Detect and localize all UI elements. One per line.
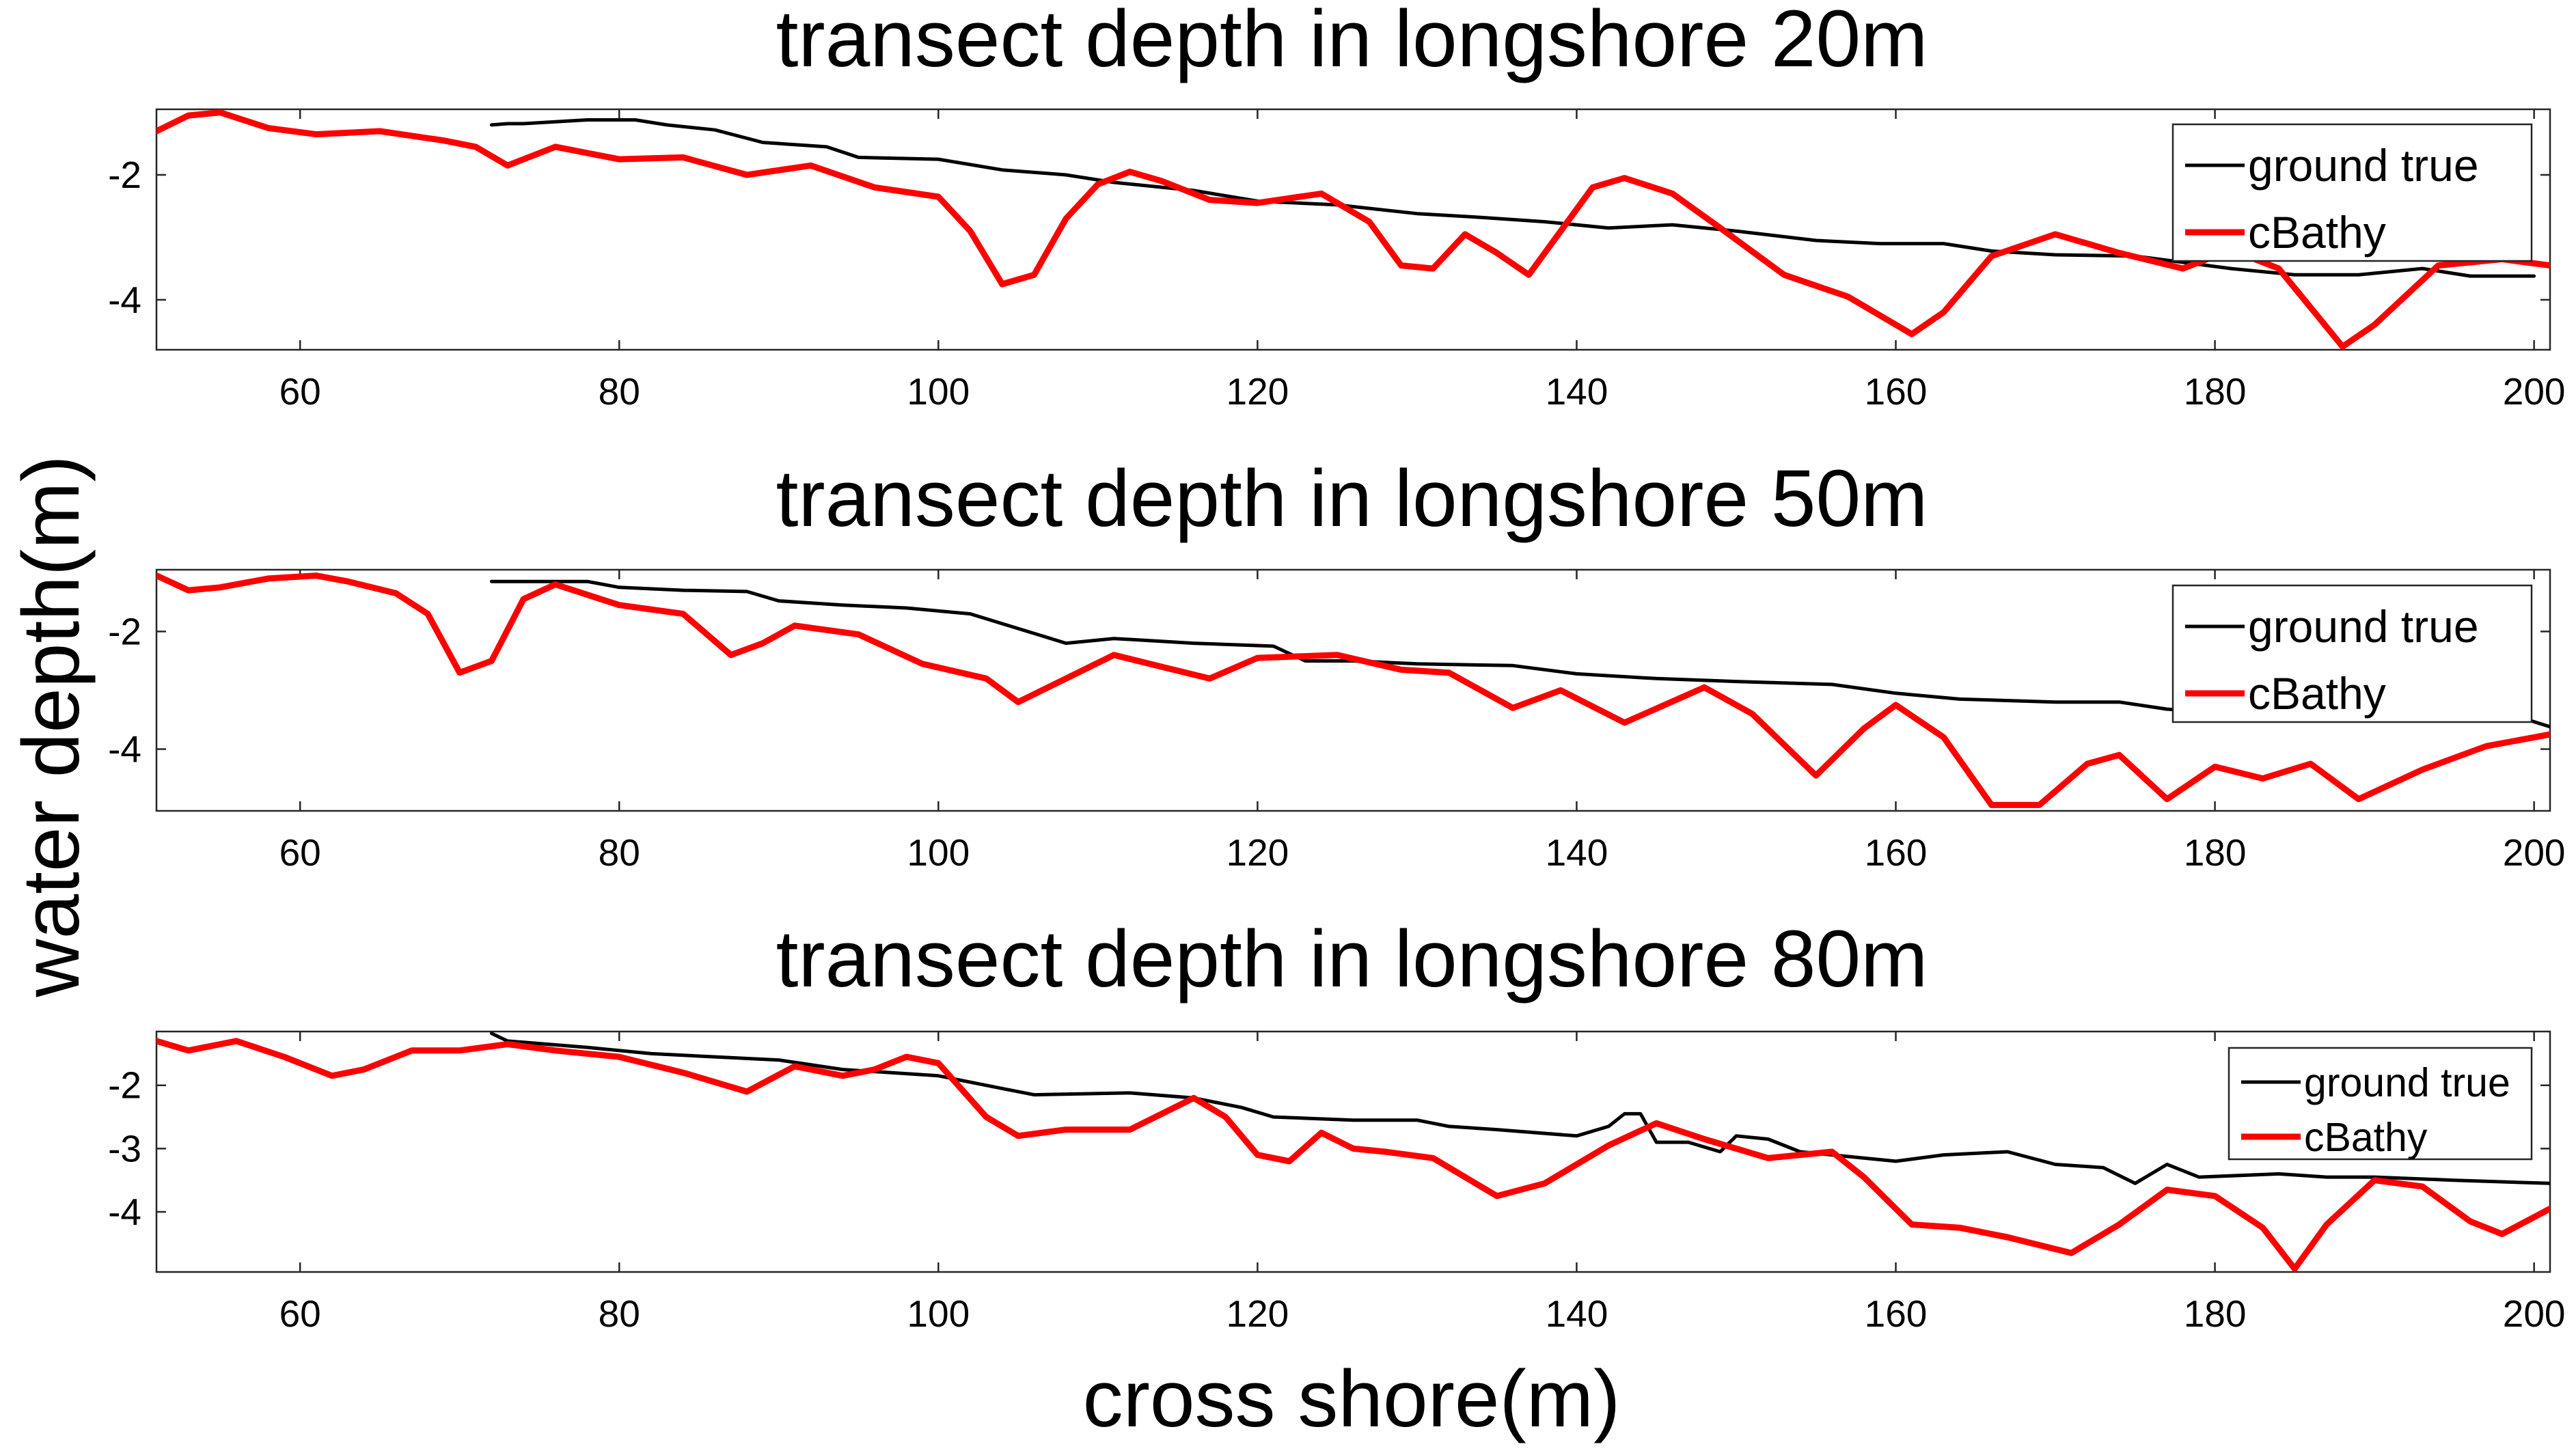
- legend-label: cBathy: [2304, 1115, 2428, 1160]
- series-line-ground-true: [489, 1032, 2550, 1185]
- x-tick-label: 120: [1226, 831, 1289, 874]
- x-tick-label: 60: [279, 1292, 321, 1335]
- series-line-cbathy: [156, 1038, 2550, 1272]
- legend-label: ground true: [2248, 601, 2479, 652]
- x-tick-label: 160: [1865, 831, 1928, 874]
- x-tick-label: 200: [2503, 370, 2566, 413]
- legend-label: cBathy: [2248, 668, 2386, 719]
- y-tick-label: -4: [108, 279, 141, 321]
- chart-legend: ground true cBathy: [2228, 1047, 2533, 1161]
- x-tick-label: 140: [1546, 831, 1608, 874]
- chart-legend: ground true cBathy: [2171, 123, 2533, 262]
- plot-area-frame: [155, 568, 2551, 812]
- legend-label: cBathy: [2248, 207, 2386, 258]
- x-tick-label: 180: [2184, 370, 2247, 413]
- legend-box: [2228, 1047, 2533, 1161]
- x-tick-label: 200: [2503, 831, 2566, 874]
- x-tick-label: 60: [279, 831, 321, 874]
- y-axis-label: water depth(m): [6, 455, 96, 998]
- legend-box: [2171, 584, 2533, 723]
- x-tick-label: 180: [2184, 1292, 2247, 1335]
- legend-label: ground true: [2304, 1060, 2510, 1105]
- y-tick-label: -3: [108, 1127, 141, 1170]
- chart-panel-3: transect depth in longshore 80m 60 80 100 12…: [108, 914, 2565, 1335]
- x-tick-label: 160: [1865, 370, 1928, 413]
- x-tick-label: 180: [2184, 831, 2247, 874]
- x-tick-label: 200: [2503, 1292, 2566, 1335]
- chart-panel-2: transect depth in longshore 50m 60 80 100 12…: [108, 454, 2565, 874]
- x-tick-label: 120: [1226, 1292, 1289, 1335]
- y-tick-label: -2: [108, 154, 141, 196]
- y-tick-label: -4: [108, 1191, 141, 1233]
- y-tick-label: -2: [108, 610, 141, 652]
- plot-area-frame: [155, 108, 2551, 351]
- series-line-cbathy: [156, 109, 2550, 350]
- chart-title: transect depth in longshore 20m: [776, 0, 1928, 84]
- legend-box: [2171, 123, 2533, 262]
- chart-title: transect depth in longshore 80m: [776, 914, 1928, 1004]
- x-axis-label: cross shore(m): [1083, 1354, 1621, 1444]
- x-tick-label: 160: [1865, 1292, 1928, 1335]
- x-tick-label: 120: [1226, 370, 1289, 413]
- chart-legend: ground true cBathy: [2171, 584, 2533, 723]
- y-tick-label: -2: [108, 1064, 141, 1107]
- x-tick-label: 140: [1546, 1292, 1608, 1335]
- x-tick-label: 100: [907, 831, 970, 874]
- chart-panel-1: transect depth in longshore 20m 60 80 100 12…: [108, 0, 2565, 413]
- plot-area-frame: [155, 1030, 2551, 1273]
- x-tick-label: 80: [599, 831, 640, 874]
- series-line-ground-true: [489, 118, 2536, 278]
- chart-title: transect depth in longshore 50m: [776, 454, 1928, 544]
- x-tick-label: 140: [1546, 370, 1608, 413]
- x-tick-label: 60: [279, 370, 321, 413]
- x-tick-label: 80: [599, 370, 640, 413]
- y-tick-label: -4: [108, 728, 141, 771]
- x-tick-label: 80: [599, 1292, 640, 1335]
- x-tick-label: 100: [907, 370, 970, 413]
- series-line-cbathy: [156, 572, 2550, 808]
- legend-label: ground true: [2248, 140, 2479, 191]
- x-tick-label: 100: [907, 1292, 970, 1335]
